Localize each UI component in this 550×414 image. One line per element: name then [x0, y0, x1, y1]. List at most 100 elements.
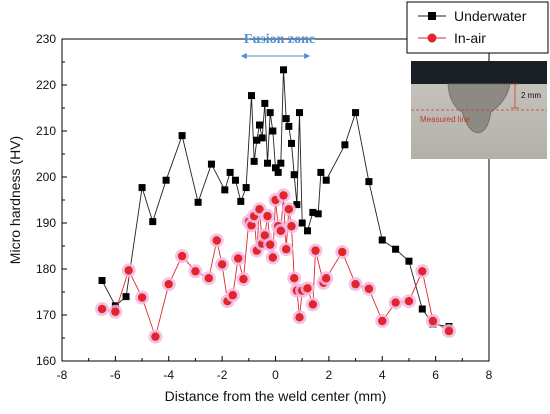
data-point-underwater — [322, 176, 330, 184]
inset-top-dark — [411, 61, 547, 84]
data-point-underwater — [149, 218, 157, 226]
measured-line-label: Measured line — [420, 115, 471, 124]
x-tick-label: -2 — [217, 368, 228, 382]
data-point-underwater — [266, 109, 274, 117]
data-point-underwater — [226, 168, 234, 176]
legend-item-in-air: In-air — [418, 30, 486, 46]
data-point-in-air — [444, 326, 454, 336]
data-point-in-air — [364, 284, 374, 293]
fusion-zone-label: Fusion zone — [244, 32, 315, 47]
y-tick-label: 210 — [36, 124, 56, 138]
data-point-underwater — [293, 201, 301, 209]
data-point-in-air — [265, 240, 275, 249]
x-tick-label: -4 — [163, 368, 174, 382]
y-tick-label: 190 — [36, 216, 56, 230]
series-layer — [95, 66, 456, 344]
data-point-in-air — [295, 313, 304, 322]
data-point-in-air — [268, 253, 278, 262]
data-point-in-air — [217, 260, 227, 269]
y-tick-labels: 160 170 180 190 200 210 220 230 — [36, 32, 56, 368]
data-point-underwater — [272, 164, 279, 172]
legend-marker-underwater — [428, 12, 436, 20]
x-tick-label: 8 — [486, 368, 493, 382]
x-tick-label: -6 — [110, 368, 121, 382]
data-point-underwater — [269, 127, 277, 135]
x-tick-labels: -8 -6 -4 -2 0 2 4 6 8 — [57, 368, 493, 382]
legend-box — [406, 1, 549, 54]
data-point-in-air — [228, 291, 237, 300]
x-tick-label: 4 — [379, 368, 386, 382]
legend-label-underwater: Underwater — [454, 8, 527, 24]
data-point-in-air — [247, 221, 256, 230]
data-point-underwater — [247, 92, 255, 100]
data-point-in-air — [276, 226, 286, 236]
fusion-zone-annotation: Fusion zone — [240, 32, 315, 59]
data-point-in-air — [322, 274, 331, 283]
data-point-in-air — [338, 247, 347, 257]
x-axis-title: Distance from the weld center (mm) — [165, 388, 387, 404]
series-underwater — [98, 66, 453, 330]
data-point-in-air — [191, 267, 200, 276]
data-point-in-air — [97, 304, 107, 314]
data-point-underwater — [282, 115, 290, 123]
data-point-underwater — [285, 122, 293, 130]
data-point-underwater — [277, 159, 285, 167]
data-point-underwater — [405, 257, 413, 265]
data-point-in-air — [428, 316, 438, 326]
y-tick-label: 230 — [36, 32, 56, 46]
data-point-in-air — [239, 274, 248, 284]
data-point-in-air — [212, 236, 221, 245]
data-point-in-air — [378, 316, 387, 326]
y-tick-label: 220 — [36, 78, 56, 92]
data-point-underwater — [418, 305, 426, 313]
data-point-underwater — [98, 277, 106, 284]
data-point-in-air — [204, 274, 213, 283]
data-point-in-air — [303, 284, 312, 293]
data-point-in-air — [404, 297, 414, 306]
y-tick-label: 200 — [36, 170, 56, 184]
data-point-in-air — [177, 251, 187, 261]
data-point-underwater — [365, 178, 373, 186]
weld-bead-shape — [447, 83, 511, 134]
data-point-in-air — [151, 332, 160, 341]
data-point-in-air — [289, 274, 299, 283]
data-point-underwater — [178, 132, 186, 140]
depth-label: 2 mm — [521, 91, 541, 100]
data-point-underwater — [255, 121, 263, 129]
data-point-in-air — [351, 279, 360, 289]
axis-ticks — [61, 38, 490, 362]
data-point-underwater — [194, 198, 202, 206]
data-point-underwater — [258, 134, 266, 142]
data-point-underwater — [250, 157, 258, 165]
data-point-in-air — [255, 205, 264, 214]
data-point-underwater — [296, 109, 304, 117]
data-point-underwater — [290, 171, 298, 179]
data-point-underwater — [122, 293, 130, 301]
data-point-in-air — [260, 231, 270, 240]
data-point-underwater — [231, 176, 239, 184]
data-point-underwater — [341, 141, 349, 149]
legend-marker-in-air — [427, 33, 437, 43]
data-point-in-air — [308, 300, 318, 309]
data-point-underwater — [392, 245, 400, 253]
legend-label-in-air: In-air — [454, 30, 486, 46]
data-point-underwater — [221, 186, 229, 194]
data-point-in-air — [287, 222, 296, 231]
data-point-underwater — [280, 66, 288, 74]
data-point-underwater — [242, 184, 250, 192]
data-point-in-air — [137, 293, 147, 302]
data-point-underwater — [253, 136, 261, 144]
data-point-underwater — [207, 160, 215, 168]
y-tick-label: 160 — [36, 354, 56, 368]
data-point-underwater — [309, 208, 317, 216]
x-tick-label: -8 — [57, 368, 68, 382]
data-point-underwater — [261, 99, 269, 107]
legend: Underwater In-air — [406, 1, 549, 54]
data-point-in-air — [279, 191, 288, 200]
data-point-in-air — [311, 246, 320, 255]
data-point-underwater — [298, 219, 306, 227]
data-point-underwater — [288, 139, 296, 147]
y-tick-label: 170 — [36, 308, 56, 322]
data-point-underwater — [352, 109, 360, 117]
